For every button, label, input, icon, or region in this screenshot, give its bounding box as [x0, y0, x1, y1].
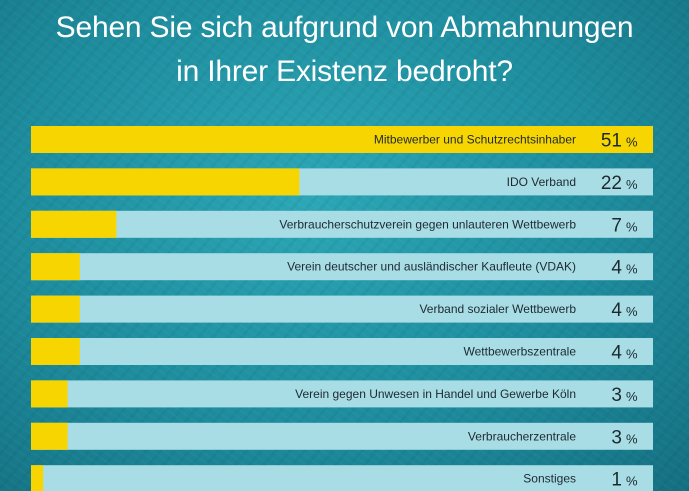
bar-track [31, 380, 653, 408]
bar-label: IDO Verband [507, 175, 576, 189]
bar-fill [31, 126, 653, 153]
bar-row: Verein deutscher und ausländischer Kaufl… [31, 253, 653, 281]
bar-fill [31, 295, 80, 323]
bar-unit: % [626, 177, 638, 192]
bar-track [31, 253, 653, 281]
bar-fill [31, 168, 300, 196]
bar-label: Sonstiges [523, 472, 576, 486]
bar-value: 51 [601, 131, 622, 152]
bar-value: 22 [601, 173, 622, 194]
bar-fill [31, 422, 68, 450]
bar-track [31, 210, 653, 238]
bar-row: IDO Verband 22% [31, 168, 653, 196]
bar-fill [31, 253, 80, 281]
bar-value: 3 [611, 427, 622, 448]
bar-unit: % [626, 262, 638, 277]
bar-label: Verbraucherzentrale [468, 429, 576, 443]
bar-unit: % [626, 135, 638, 150]
bar-track [31, 465, 653, 491]
bar-value: 4 [611, 300, 622, 321]
bar-value: 4 [611, 343, 622, 364]
bar-row: Wettbewerbszentrale 4% [31, 338, 653, 365]
bar-row: Verbraucherschutzverein gegen unlauteren… [31, 210, 653, 238]
bar-value: 4 [611, 258, 622, 279]
bar-label: Verein gegen Unwesen in Handel und Gewer… [295, 387, 576, 401]
bar-row: Verbraucherzentrale 3% [31, 422, 653, 450]
bar-label: Verbraucherschutzverein gegen unlauteren… [279, 217, 576, 231]
bar-track [31, 422, 653, 450]
bar-value: 1 [611, 470, 622, 491]
bar-unit: % [626, 304, 638, 319]
bar-label: Verein deutscher und ausländischer Kaufl… [287, 260, 576, 274]
bar-unit: % [626, 431, 638, 446]
bar-row: Sonstiges 1% [31, 465, 653, 491]
bar-fill [31, 380, 68, 408]
title-line-2: in Ihrer Existenz bedroht? [176, 55, 513, 88]
bar-unit: % [626, 474, 638, 489]
bar-row: Verein gegen Unwesen in Handel und Gewer… [31, 380, 653, 408]
bar-track [31, 295, 653, 323]
bar-row: Verband sozialer Wettbewerb 4% [31, 295, 653, 323]
bar-value: 3 [611, 385, 622, 406]
chart-title: Sehen Sie sich aufgrund von Abmahnungen … [0, 6, 689, 94]
title-line-1: Sehen Sie sich aufgrund von Abmahnungen [55, 11, 634, 44]
bar-fill [31, 210, 117, 238]
bar-label: Wettbewerbszentrale [464, 345, 577, 359]
bar-row: Mitbewerber und Schutzrechtsinhaber 51% [31, 126, 653, 153]
bar-label: Verband sozialer Wettbewerb [419, 302, 576, 316]
bar-value: 7 [611, 215, 622, 236]
bar-fill [31, 338, 80, 365]
bar-unit: % [626, 347, 638, 362]
bar-fill [31, 465, 44, 491]
bar-unit: % [626, 389, 638, 404]
bar-track [31, 338, 653, 365]
bar-label: Mitbewerber und Schutzrechtsinhaber [374, 133, 576, 147]
bar-unit: % [626, 219, 638, 234]
